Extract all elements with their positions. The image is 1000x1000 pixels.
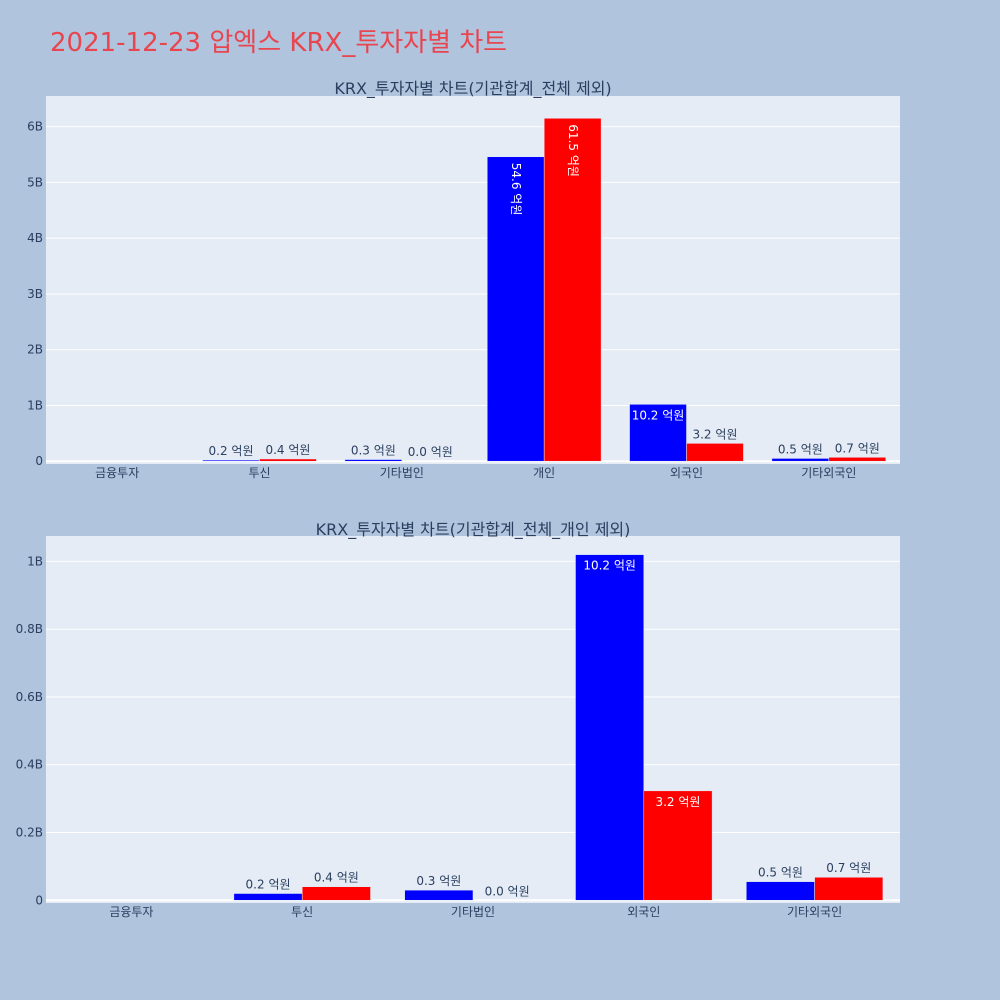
bar xyxy=(686,443,744,462)
bar xyxy=(814,876,884,901)
x-tick-label: 금융투자 xyxy=(95,466,139,480)
bar xyxy=(629,404,687,462)
plot-area xyxy=(46,96,900,464)
y-tick-label: 1B xyxy=(27,554,43,568)
y-tick-label: 1B xyxy=(27,398,43,412)
bar-label: 10.2 억원 xyxy=(632,408,685,422)
bar xyxy=(259,458,317,462)
bar-label: 0.7 억원 xyxy=(826,861,871,875)
y-tick-label: 2B xyxy=(27,343,43,357)
bar xyxy=(202,459,260,462)
bar-label: 54.6 억원 xyxy=(509,163,523,216)
bar-label: 0.3 억원 xyxy=(351,444,396,458)
bar xyxy=(746,881,815,901)
bar-label: 0.2 억원 xyxy=(209,444,254,458)
x-tick-label: 개인 xyxy=(533,466,555,480)
bar xyxy=(344,459,403,462)
bar xyxy=(486,156,545,462)
bar-label: 0.4 억원 xyxy=(265,443,310,457)
bar-label: 3.2 억원 xyxy=(655,795,700,809)
page-title: 2021-12-23 압엑스 KRX_투자자별 차트 xyxy=(50,28,508,58)
y-tick-label: 6B xyxy=(27,120,43,134)
x-tick-label: 외국인 xyxy=(627,905,660,919)
x-tick-label: 외국인 xyxy=(670,466,703,480)
x-tick-label: 기타외국인 xyxy=(801,466,856,480)
y-tick-label: 0 xyxy=(35,893,43,907)
bar xyxy=(301,886,371,901)
bar-label: 0.7 억원 xyxy=(835,441,880,455)
bar-label: 0.3 억원 xyxy=(416,874,461,888)
bar xyxy=(643,790,713,901)
chart-bottom: KRX_투자자별 차트(기관합계_전체_개인 제외) 0 0.2B 0.4B 0.6B 0… xyxy=(16,520,900,919)
bar-label: 0.5 억원 xyxy=(778,442,823,456)
x-tick-label: 기타외국인 xyxy=(787,905,842,919)
bar xyxy=(404,889,474,901)
bar-label: 10.2 억원 xyxy=(583,559,636,573)
x-tick-label: 투신 xyxy=(248,466,270,480)
x-tick-label: 금융투자 xyxy=(109,905,153,919)
y-tick-label: 0.2B xyxy=(16,826,43,840)
chart-title: KRX_투자자별 차트(기관합계_전체 제외) xyxy=(334,79,611,99)
bar-label: 3.2 억원 xyxy=(692,427,737,441)
bar-label: 0.5 억원 xyxy=(758,866,803,880)
bar-label: 0.4 억원 xyxy=(314,871,359,885)
bar xyxy=(543,118,602,462)
y-tick-label: 4B xyxy=(27,231,43,245)
y-tick-label: 3B xyxy=(27,287,43,301)
bar xyxy=(771,458,830,462)
chart-title: KRX_투자자별 차트(기관합계_전체_개인 제외) xyxy=(316,520,631,540)
bar-label: 0.2 억원 xyxy=(246,878,291,892)
plot-area xyxy=(46,536,900,903)
bar xyxy=(828,457,887,462)
y-tick-label: 0.8B xyxy=(16,622,43,636)
bar-label: 0.0 억원 xyxy=(485,884,530,898)
x-tick-label: 투신 xyxy=(291,905,313,919)
y-tick-label: 0.4B xyxy=(16,758,43,772)
bar-label: 61.5 억원 xyxy=(566,124,580,177)
bar xyxy=(233,893,303,901)
y-tick-label: 0.6B xyxy=(16,690,43,704)
x-tick-label: 기타법인 xyxy=(451,905,495,919)
y-tick-label: 0 xyxy=(35,454,43,468)
y-tick-label: 5B xyxy=(27,175,43,189)
bar xyxy=(575,554,645,901)
x-tick-label: 기타법인 xyxy=(380,466,424,480)
chart-top: KRX_투자자별 차트(기관합계_전체 제외) 0 1B 2B 3B 4B 5B 6B 금융투자… xyxy=(27,79,900,480)
bar-label: 0.0 억원 xyxy=(408,445,453,459)
